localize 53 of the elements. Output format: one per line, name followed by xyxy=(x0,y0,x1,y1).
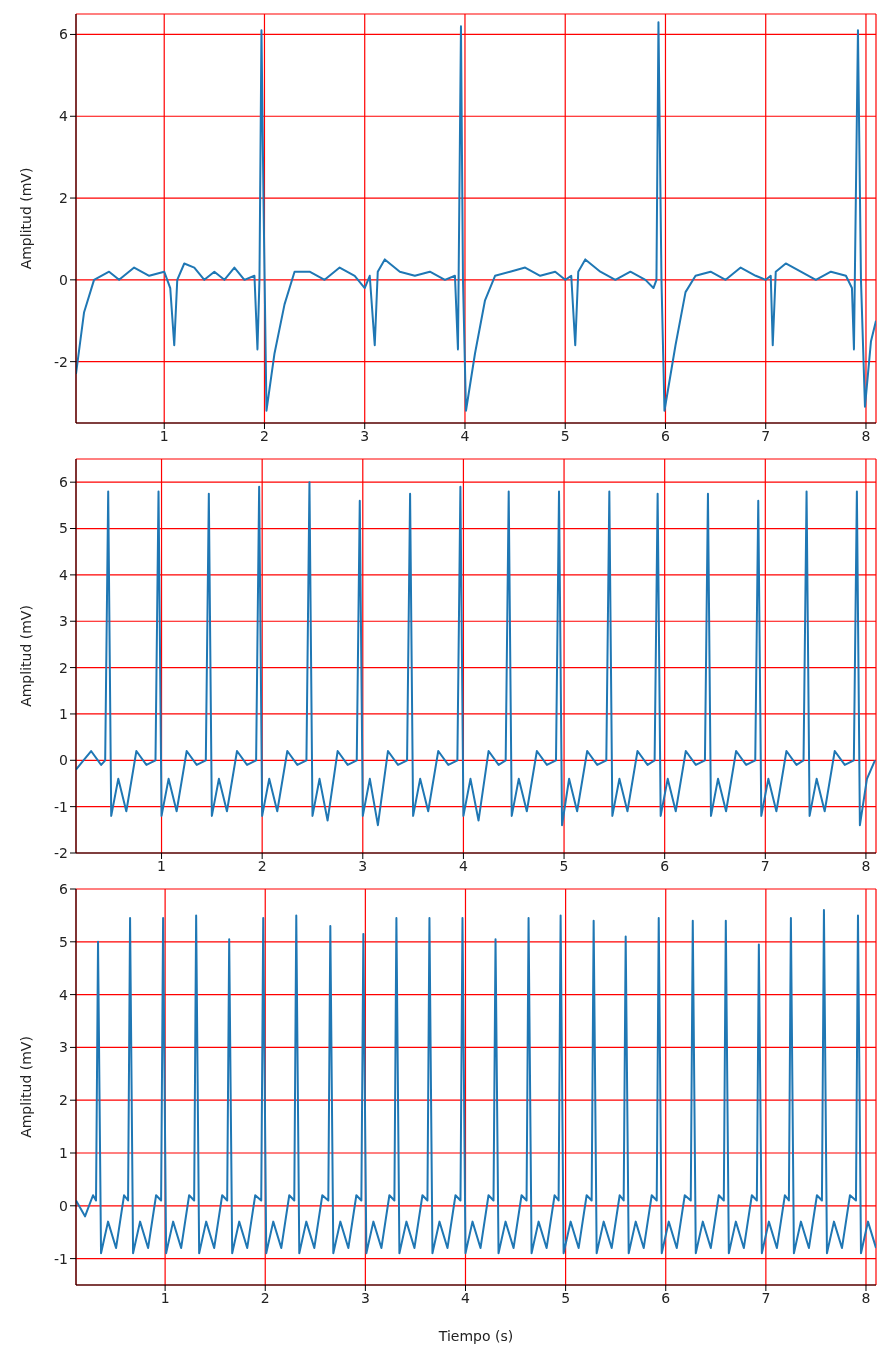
y-tick-label: 6 xyxy=(59,880,69,897)
x-tick-label: 5 xyxy=(560,427,570,444)
y-tick-label: 2 xyxy=(59,1092,68,1109)
x-tick-label: 2 xyxy=(260,427,269,444)
y-tick-label: -1 xyxy=(54,798,68,815)
x-tick-label: 7 xyxy=(761,1289,771,1306)
y-tick-label: 4 xyxy=(59,108,69,125)
x-tick-label: 5 xyxy=(559,857,569,874)
x-tick-label: 8 xyxy=(861,857,871,874)
x-tick-label: 4 xyxy=(460,427,470,444)
y-axis-title: Amplitud (mV) xyxy=(17,1036,34,1138)
x-tick-label: 6 xyxy=(661,1289,671,1306)
y-tick-label: 0 xyxy=(59,271,68,288)
x-tick-label: 1 xyxy=(160,1289,170,1306)
y-axis-title: Amplitud (mV) xyxy=(17,167,34,270)
y-tick-label: 5 xyxy=(59,933,68,950)
y-tick-label: 6 xyxy=(59,474,69,491)
x-tick-label: 7 xyxy=(761,427,771,444)
x-tick-label: 4 xyxy=(461,1289,471,1306)
y-tick-label: -2 xyxy=(54,353,68,370)
x-tick-label: 8 xyxy=(861,427,871,444)
y-tick-label: 1 xyxy=(59,705,68,722)
x-tick-label: 3 xyxy=(358,857,368,874)
x-tick-label: 1 xyxy=(157,857,166,874)
y-tick-label: 2 xyxy=(59,659,68,676)
y-tick-label: 0 xyxy=(59,1197,68,1214)
y-tick-label: 1 xyxy=(59,1144,68,1161)
line-series xyxy=(76,909,876,1255)
y-tick-label: 0 xyxy=(59,752,68,769)
x-tick-label: 5 xyxy=(561,1289,571,1306)
x-tick-label: 8 xyxy=(861,1289,871,1306)
x-tick-label: 6 xyxy=(661,427,671,444)
x-tick-label: 6 xyxy=(660,857,670,874)
line-series xyxy=(76,481,876,827)
y-tick-label: 6 xyxy=(59,26,69,43)
x-axis-title: Tiempo (s) xyxy=(437,1328,514,1344)
y-tick-label: 4 xyxy=(59,986,69,1003)
y-tick-label: -2 xyxy=(54,844,68,861)
x-tick-label: 1 xyxy=(159,427,169,444)
y-tick-label: 4 xyxy=(59,566,69,583)
y-axis-title: Amplitud (mV) xyxy=(17,605,34,707)
x-tick-label: 7 xyxy=(760,857,770,874)
y-tick-label: 3 xyxy=(59,1039,68,1056)
x-tick-label: 4 xyxy=(458,857,468,874)
y-tick-label: 5 xyxy=(59,520,68,537)
x-tick-label: 3 xyxy=(360,1289,370,1306)
x-tick-label: 3 xyxy=(360,427,370,444)
y-tick-label: 3 xyxy=(59,613,68,630)
line-series xyxy=(76,21,876,412)
y-tick-label: -1 xyxy=(54,1250,68,1267)
x-tick-label: 2 xyxy=(257,857,267,874)
x-tick-label: 2 xyxy=(260,1289,270,1306)
y-tick-label: 2 xyxy=(59,190,68,207)
